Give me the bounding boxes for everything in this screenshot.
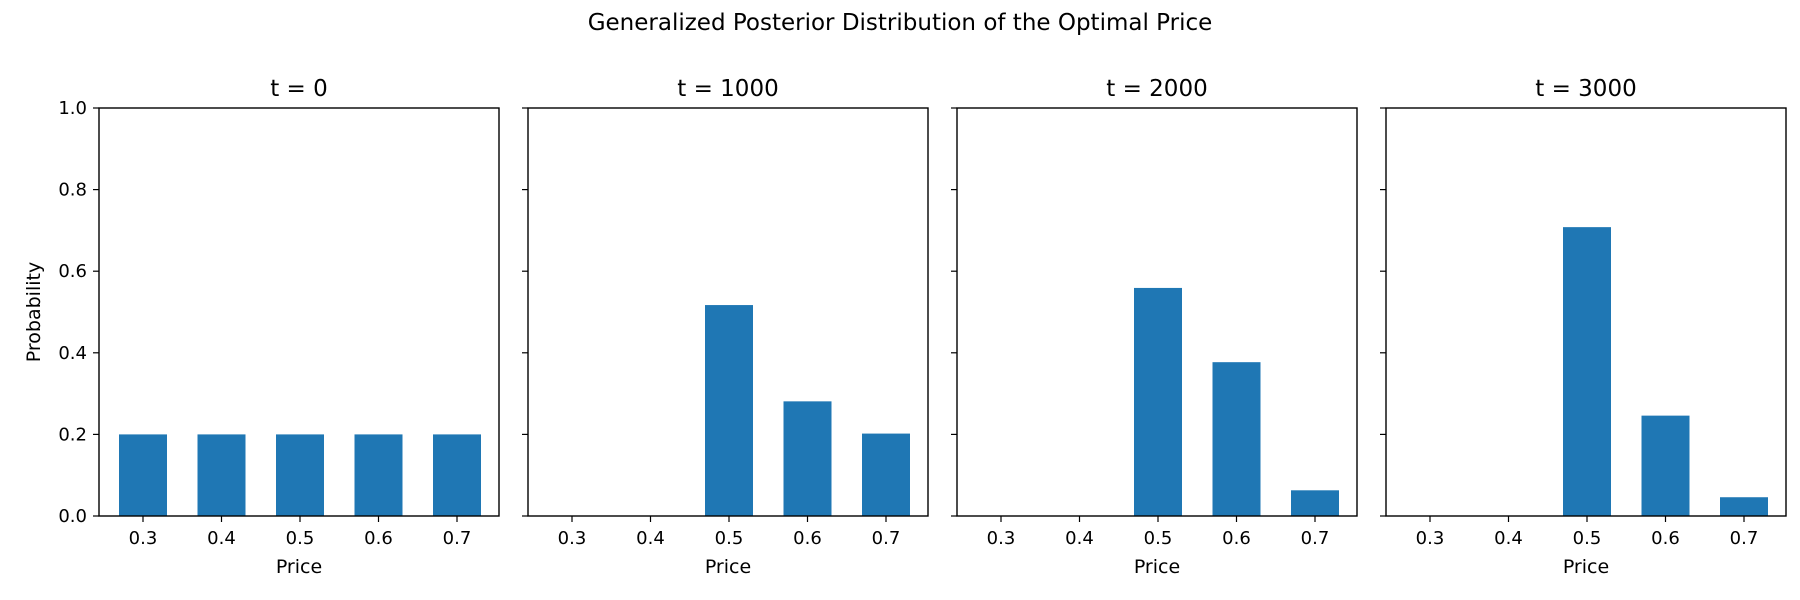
bar-0.5 bbox=[1563, 227, 1611, 516]
bar-0.7 bbox=[862, 433, 910, 516]
figure-title: Generalized Posterior Distribution of th… bbox=[588, 10, 1213, 36]
subplot-1: 0.3 0.4 0.5 0.6 0.7 t = 1000 Price bbox=[522, 76, 929, 578]
bar-0.6 bbox=[783, 401, 832, 516]
y-tick-label: 0.4 bbox=[58, 343, 87, 364]
subplot-0: 0.0 0.2 0.4 0.6 0.8 1.0 0.3 0.4 0.5 0.6 0.7 t = 0 Pr… bbox=[23, 76, 500, 578]
x-axis-label: Price bbox=[1563, 556, 1609, 578]
x-tick-label: 0.6 bbox=[1222, 528, 1251, 549]
bar-0.4 bbox=[197, 434, 246, 516]
bar-0.5 bbox=[705, 305, 753, 516]
x-tick-label: 0.7 bbox=[872, 528, 901, 549]
subplot-title: t = 1000 bbox=[677, 76, 778, 102]
bar-0.6 bbox=[1641, 415, 1690, 516]
y-tick-label: 0.0 bbox=[58, 506, 87, 527]
x-tick-label: 0.5 bbox=[715, 528, 744, 549]
y-tick-label: 0.2 bbox=[58, 424, 87, 445]
axes-frame bbox=[98, 107, 500, 517]
x-tick-label: 0.7 bbox=[443, 528, 472, 549]
x-tick-label: 0.5 bbox=[286, 528, 315, 549]
x-tick-label: 0.4 bbox=[1065, 528, 1094, 549]
y-tick-label: 0.8 bbox=[58, 180, 87, 201]
axes-frame bbox=[1385, 107, 1787, 517]
bar-0.7 bbox=[433, 434, 481, 516]
x-tick-label: 0.5 bbox=[1573, 528, 1602, 549]
bar-0.6 bbox=[354, 434, 403, 516]
x-tick-label: 0.3 bbox=[129, 528, 158, 549]
axes-frame bbox=[956, 107, 1358, 517]
bar-0.7 bbox=[1291, 490, 1339, 516]
bar-0.3 bbox=[119, 434, 167, 516]
subplot-title: t = 2000 bbox=[1106, 76, 1207, 102]
x-tick-label: 0.3 bbox=[987, 528, 1016, 549]
subplot-2: 0.3 0.4 0.5 0.6 0.7 t = 2000 Price bbox=[951, 76, 1358, 578]
y-axis-label: Probability bbox=[23, 262, 45, 362]
x-tick-label: 0.4 bbox=[207, 528, 236, 549]
x-tick-label: 0.7 bbox=[1301, 528, 1330, 549]
y-tick-label: 1.0 bbox=[58, 98, 87, 119]
subplot-title: t = 3000 bbox=[1535, 76, 1636, 102]
bar-0.6 bbox=[1212, 362, 1261, 516]
x-axis-label: Price bbox=[705, 556, 751, 578]
x-tick-label: 0.3 bbox=[1416, 528, 1445, 549]
bar-0.5 bbox=[276, 434, 324, 516]
x-axis-label: Price bbox=[1134, 556, 1180, 578]
bar-0.7 bbox=[1720, 497, 1768, 516]
x-tick-label: 0.7 bbox=[1730, 528, 1759, 549]
subplot-3: 0.3 0.4 0.5 0.6 0.7 t = 3000 Price bbox=[1380, 76, 1787, 578]
x-tick-label: 0.3 bbox=[558, 528, 587, 549]
x-tick-label: 0.6 bbox=[1651, 528, 1680, 549]
x-axis-label: Price bbox=[276, 556, 322, 578]
y-tick-label: 0.6 bbox=[58, 261, 87, 282]
x-tick-label: 0.4 bbox=[636, 528, 665, 549]
x-tick-label: 0.5 bbox=[1144, 528, 1173, 549]
subplot-panels: 0.0 0.2 0.4 0.6 0.8 1.0 0.3 0.4 0.5 0.6 0.7 t = 0 Pr… bbox=[23, 76, 1787, 578]
x-tick-label: 0.6 bbox=[364, 528, 393, 549]
axes-frame bbox=[527, 107, 929, 517]
bar-0.5 bbox=[1134, 287, 1182, 516]
x-tick-label: 0.6 bbox=[793, 528, 822, 549]
x-tick-label: 0.4 bbox=[1494, 528, 1523, 549]
subplot-title: t = 0 bbox=[270, 76, 328, 102]
